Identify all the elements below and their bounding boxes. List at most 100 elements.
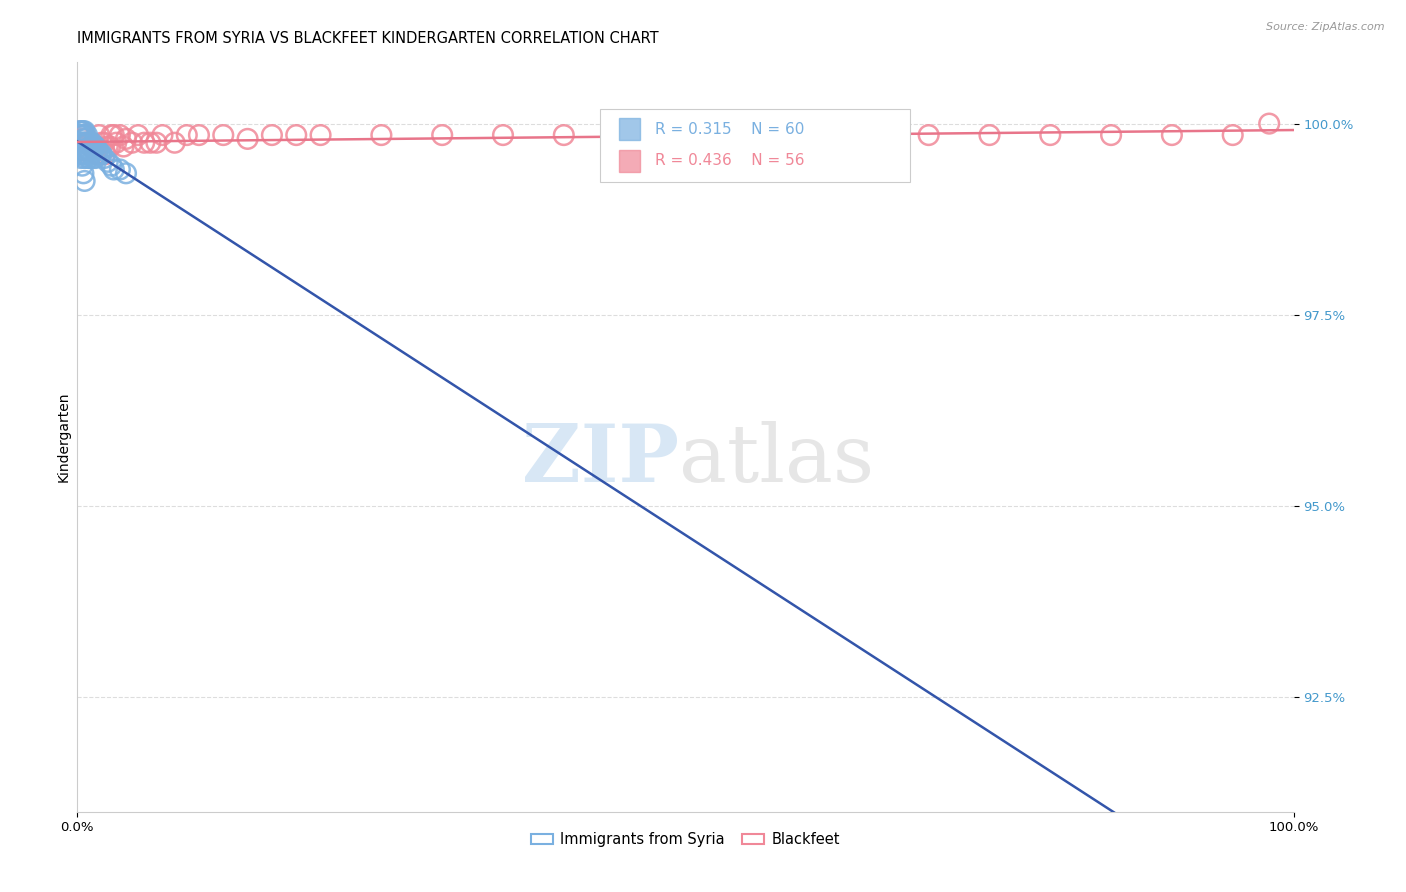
Point bbox=[76, 147, 98, 161]
Point bbox=[735, 128, 758, 142]
Point bbox=[100, 159, 122, 173]
Point bbox=[79, 151, 101, 165]
Point bbox=[72, 147, 94, 161]
Point bbox=[69, 128, 91, 142]
Point bbox=[70, 136, 93, 150]
FancyBboxPatch shape bbox=[619, 150, 640, 172]
Point bbox=[134, 136, 156, 150]
Point bbox=[80, 139, 103, 153]
Point bbox=[918, 128, 941, 142]
Point bbox=[139, 136, 162, 150]
Text: atlas: atlas bbox=[679, 420, 875, 499]
Point bbox=[70, 136, 93, 150]
Point bbox=[67, 128, 90, 142]
Point bbox=[121, 136, 143, 150]
Point bbox=[70, 124, 93, 138]
Point bbox=[72, 132, 94, 146]
Point bbox=[856, 128, 879, 142]
Point bbox=[82, 139, 104, 153]
Point bbox=[86, 147, 108, 161]
Point bbox=[79, 136, 101, 150]
Point bbox=[163, 136, 186, 150]
Text: R = 0.315    N = 60: R = 0.315 N = 60 bbox=[655, 121, 804, 136]
Point bbox=[84, 139, 107, 153]
Point bbox=[72, 136, 94, 150]
Point bbox=[1258, 117, 1281, 131]
Point bbox=[84, 151, 107, 165]
Point bbox=[80, 147, 103, 161]
Point bbox=[86, 147, 108, 161]
Point bbox=[97, 139, 120, 153]
Point bbox=[152, 128, 174, 142]
Point bbox=[69, 144, 91, 158]
Point bbox=[70, 144, 93, 158]
Point bbox=[70, 124, 93, 138]
Point bbox=[70, 128, 93, 142]
Point bbox=[93, 136, 115, 150]
Point bbox=[285, 128, 308, 142]
Point bbox=[675, 128, 697, 142]
Point bbox=[70, 144, 93, 158]
Point bbox=[1222, 128, 1244, 142]
Point bbox=[103, 162, 125, 177]
Point bbox=[73, 124, 96, 138]
Point bbox=[82, 139, 104, 153]
Point bbox=[73, 136, 96, 150]
Point bbox=[1161, 128, 1184, 142]
Point bbox=[73, 174, 96, 188]
Point bbox=[76, 136, 98, 150]
Point bbox=[67, 124, 90, 138]
Point bbox=[105, 136, 128, 150]
Point bbox=[77, 136, 100, 150]
Point bbox=[89, 147, 111, 161]
Point bbox=[127, 128, 149, 142]
Point bbox=[613, 128, 636, 142]
Point bbox=[492, 128, 515, 142]
Point bbox=[75, 136, 97, 150]
Point bbox=[75, 132, 97, 146]
Point bbox=[1039, 128, 1062, 142]
Point bbox=[89, 147, 111, 161]
Point bbox=[553, 128, 575, 142]
Point bbox=[70, 128, 93, 142]
Point bbox=[75, 144, 97, 158]
Point bbox=[93, 151, 115, 165]
Point bbox=[77, 144, 100, 158]
Text: R = 0.436    N = 56: R = 0.436 N = 56 bbox=[655, 153, 804, 169]
Point bbox=[72, 128, 94, 142]
Point bbox=[70, 124, 93, 138]
Point bbox=[430, 128, 453, 142]
FancyBboxPatch shape bbox=[619, 118, 640, 140]
Point bbox=[1099, 128, 1122, 142]
Point bbox=[176, 128, 198, 142]
Point bbox=[89, 128, 111, 142]
Point bbox=[97, 154, 120, 169]
Point bbox=[72, 124, 94, 138]
Point bbox=[77, 151, 100, 165]
Point bbox=[76, 128, 98, 142]
Y-axis label: Kindergarten: Kindergarten bbox=[56, 392, 70, 483]
Point bbox=[70, 147, 93, 161]
Point bbox=[73, 128, 96, 142]
Point bbox=[115, 166, 138, 180]
Point bbox=[73, 151, 96, 165]
Text: Source: ZipAtlas.com: Source: ZipAtlas.com bbox=[1267, 22, 1385, 32]
Point bbox=[80, 136, 103, 150]
Point bbox=[73, 132, 96, 146]
Point bbox=[112, 139, 135, 153]
Point bbox=[79, 136, 101, 150]
Point bbox=[70, 151, 93, 165]
Point bbox=[98, 139, 121, 153]
Point bbox=[309, 128, 332, 142]
Text: ZIP: ZIP bbox=[523, 420, 679, 499]
Point bbox=[83, 139, 105, 153]
Point bbox=[87, 144, 110, 158]
Point bbox=[84, 139, 107, 153]
Point bbox=[103, 128, 125, 142]
Point bbox=[69, 144, 91, 158]
Point bbox=[145, 136, 167, 150]
Text: IMMIGRANTS FROM SYRIA VS BLACKFEET KINDERGARTEN CORRELATION CHART: IMMIGRANTS FROM SYRIA VS BLACKFEET KINDE… bbox=[77, 31, 659, 46]
Point bbox=[69, 136, 91, 150]
Point bbox=[70, 159, 93, 173]
Point bbox=[80, 136, 103, 150]
